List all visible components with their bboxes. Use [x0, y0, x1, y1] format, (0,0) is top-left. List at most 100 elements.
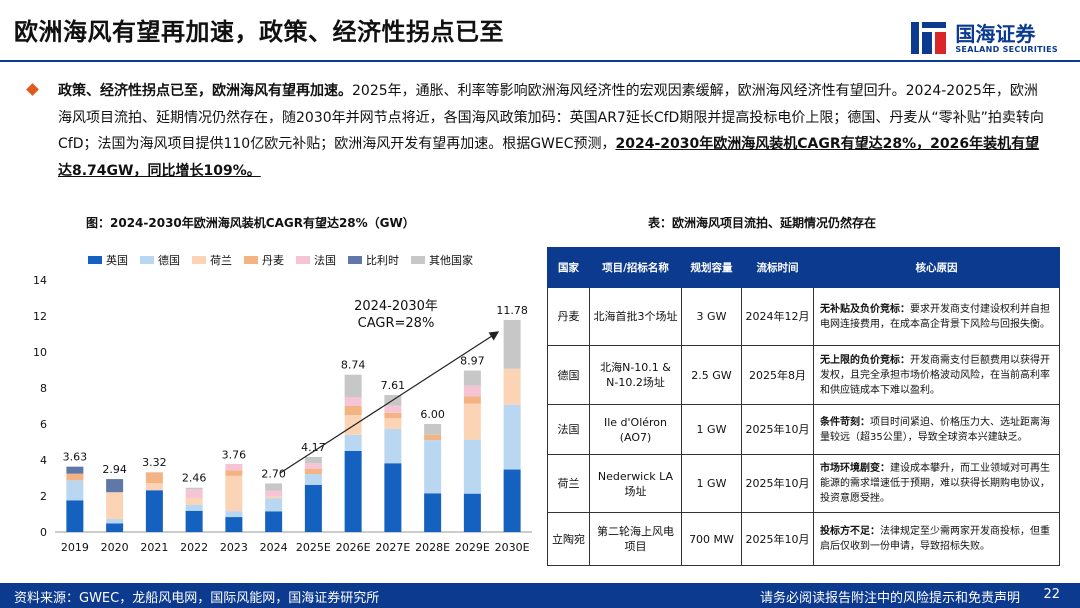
legend-item: 英国	[88, 252, 128, 268]
summary-lead: 政策、经济性拐点已至，欧洲海风有望再加速。	[58, 83, 352, 99]
bar-segment	[304, 484, 322, 532]
legend-item: 比利时	[348, 252, 399, 268]
bar-total-label: 7.61	[381, 379, 406, 392]
bar-segment	[503, 368, 521, 405]
chart-legend: 英国 德国 荷兰 丹麦 法国 比利时 其他国家	[88, 252, 473, 268]
cell-time: 2024年12月	[741, 287, 814, 346]
cell-reason: 无上限的负价竞标：开发商需支付巨额费用以获得开发权，且完全承担市场价格波动风险，…	[813, 345, 1060, 405]
bar-segment	[344, 434, 362, 451]
bar-total-label: 8.74	[341, 359, 366, 372]
legend-label: 英国	[106, 254, 128, 267]
legend-label: 德国	[158, 254, 180, 267]
bar-segment	[424, 440, 442, 494]
cell-time: 2025年10月	[741, 512, 814, 566]
bar-total-label: 3.76	[222, 448, 247, 461]
x-tick-label: 2029E	[455, 541, 490, 554]
x-tick-label: 2023	[220, 541, 248, 554]
bar-segment	[503, 404, 521, 470]
x-tick-label: 2019	[61, 541, 89, 554]
x-tick-label: 2025E	[296, 541, 331, 554]
bar-segment	[225, 517, 243, 532]
x-tick-label: 2027E	[375, 541, 410, 554]
bar-total-label: 4.17	[301, 441, 326, 454]
table-row: 丹麦 北海首批3个场址 3 GW 2024年12月 无补贴及负价竞标：要求开发商…	[547, 287, 1060, 346]
cell-capacity: 2.5 GW	[681, 345, 742, 405]
cell-project: 第二轮海上风电项目	[589, 512, 682, 566]
cell-reason: 条件苛刻：项目时间紧迫、价格压力大、选址距离海量较远（超35公里），导致全球资本…	[813, 404, 1060, 455]
legend-label: 荷兰	[210, 254, 232, 267]
bar-segment	[304, 456, 322, 464]
x-tick-label: 2026E	[336, 541, 371, 554]
bar-segment	[185, 497, 203, 505]
footer-disclaimer: 请务必阅读报告附注中的风险提示和免责声明	[759, 591, 1020, 606]
legend-label: 法国	[314, 254, 336, 267]
bar-segment	[145, 483, 163, 491]
bar-total-label: 3.32	[142, 456, 167, 469]
bar-segment	[185, 487, 203, 490]
bar-segment	[344, 406, 362, 415]
y-tick-label: 4	[40, 454, 47, 467]
cell-country: 丹麦	[547, 287, 590, 346]
cell-capacity: 3 GW	[681, 287, 742, 346]
legend-label: 其他国家	[429, 254, 473, 267]
bar-segment	[265, 498, 283, 512]
legend-swatch	[296, 256, 310, 264]
legend-swatch	[411, 256, 425, 264]
logo-en: SEALAND SECURITIES	[955, 44, 1058, 54]
cell-country: 德国	[547, 345, 590, 405]
cell-project: Nederwick LA 场址	[589, 454, 682, 513]
table-row: 德国 北海N-10.1 & N-10.2场址 2.5 GW 2025年8月 无上…	[547, 345, 1060, 405]
bar-segment	[384, 405, 402, 413]
bar-segment	[304, 463, 322, 469]
cagr-annotation-line2: CAGR=28%	[358, 316, 435, 331]
bar-segment	[384, 429, 402, 464]
cell-capacity: 700 MW	[681, 512, 742, 566]
bar-segment	[503, 469, 521, 532]
legend-swatch	[192, 256, 206, 264]
page-title: 欧洲海风有望再加速，政策、经济性拐点已至	[14, 18, 504, 46]
bar-segment	[225, 511, 243, 518]
cell-reason: 无补贴及负价竞标：要求开发商支付建设权利并自担电网连接费用，在成本高企背景下风险…	[813, 287, 1060, 346]
bar-segment	[106, 523, 124, 532]
y-tick-label: 0	[40, 526, 47, 539]
bar-segment	[265, 511, 283, 532]
x-tick-label: 2020	[101, 541, 129, 554]
bar-segment	[463, 370, 481, 386]
legend-item: 法国	[296, 252, 336, 268]
bar-segment	[106, 519, 124, 524]
legend-label: 比利时	[366, 254, 399, 267]
bar-segment	[265, 483, 283, 491]
bar-chart: 0 2 4 6 8 10 12 14 3.63 2019 2.94 2020 3.32 2021 2.46 2…	[33, 274, 532, 554]
legend-swatch	[348, 256, 362, 264]
cell-country: 法国	[547, 404, 590, 455]
bar-segment	[225, 475, 243, 512]
legend-swatch	[244, 256, 258, 264]
bar-segment	[463, 493, 481, 532]
table-row: 立陶宛 第二轮海上风电项目 700 MW 2025年10月 投标方不足：法律规定…	[547, 512, 1060, 566]
company-logo: 国海证券 SEALAND SECURITIES	[909, 16, 1058, 60]
bar-segment	[225, 470, 243, 476]
bar-segment	[424, 493, 442, 532]
bar-segment	[503, 319, 521, 369]
bar-segment	[66, 500, 84, 532]
bar-total-label: 8.97	[460, 355, 485, 368]
legend-label: 丹麦	[262, 254, 284, 267]
cell-capacity: 1 GW	[681, 454, 742, 513]
bar-segment	[344, 415, 362, 435]
bar-total-label: 2.94	[102, 463, 127, 476]
col-header-reason: 核心原因	[813, 247, 1060, 288]
bar-segment	[463, 385, 481, 397]
legend-item: 德国	[140, 252, 180, 268]
title-divider	[0, 60, 1080, 62]
project-table: 国家 项目/招标名称 规划容量 流标时间 核心原因 丹麦 北海首批3个场址 3 …	[547, 247, 1060, 566]
table-row: 荷兰 Nederwick LA 场址 1 GW 2025年10月 市场环境剧变：…	[547, 454, 1060, 513]
bar-total-label: 3.63	[63, 451, 88, 464]
bar-segment	[185, 489, 203, 498]
bar-segment	[185, 504, 203, 511]
summary-highlight: 2024-2030年欧洲海风装机CAGR有望达28%，2026年装机有望达8.7…	[58, 136, 1040, 179]
bar-segment	[106, 492, 124, 520]
bar-segment	[384, 463, 402, 532]
logo-cn: 国海证券	[955, 21, 1036, 46]
cell-reason: 市场环境剧变：建设成本攀升，而工业领域对可再生能源的需求增速低于预期，难以获得长…	[813, 454, 1060, 513]
page-number: 22	[1043, 587, 1060, 602]
